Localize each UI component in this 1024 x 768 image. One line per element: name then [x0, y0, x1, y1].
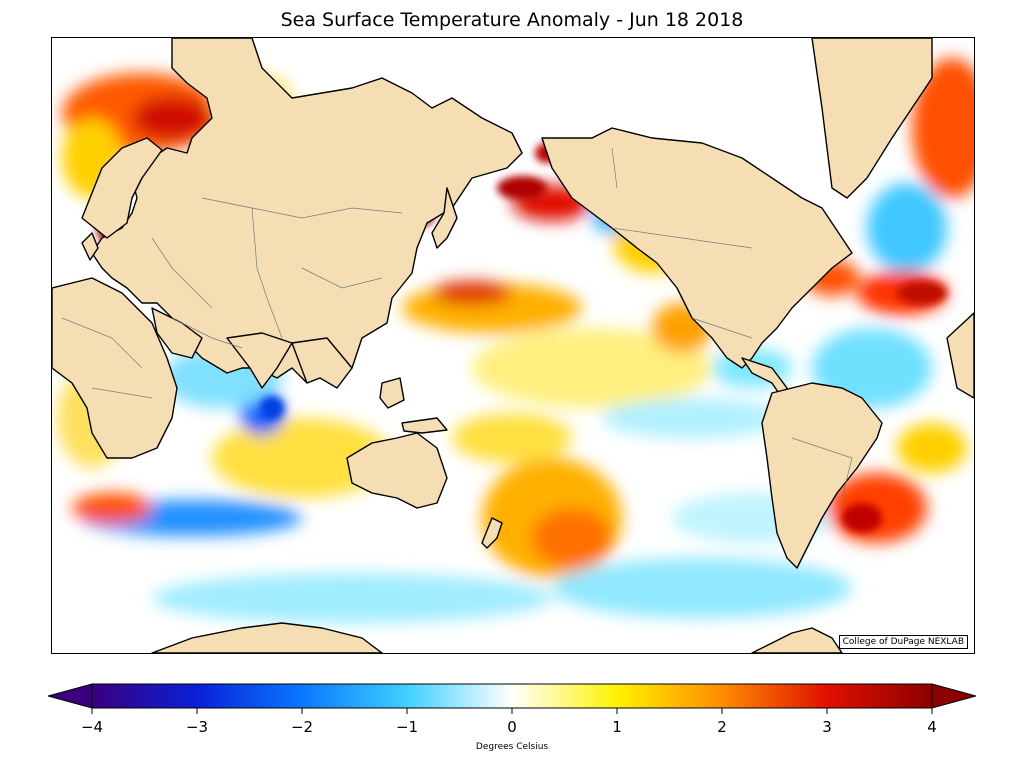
landmasses — [52, 38, 974, 653]
landmass-new-guinea — [401, 417, 448, 434]
landmass-southeast-asia — [291, 337, 353, 389]
colorbar — [48, 683, 976, 714]
colorbar-tick-label: −3 — [185, 718, 209, 736]
landmass-antarctica-2 — [751, 627, 843, 653]
colorbar-tick-label: −4 — [80, 718, 104, 736]
colorbar-extend-low — [48, 683, 93, 709]
landmass-india — [226, 332, 293, 389]
credit-label: College of DuPage NEXLAB — [838, 635, 968, 649]
colorbar-tick-label: 1 — [612, 718, 622, 736]
colorbar-tick-label: 3 — [822, 718, 832, 736]
colorbar-tick-label: 4 — [927, 718, 937, 736]
country-borders — [61, 147, 853, 499]
landmass-africa — [52, 277, 178, 459]
landmass-british-isles — [81, 232, 99, 261]
colorbar-tick-label: 2 — [717, 718, 727, 736]
landmass-antarctica-1 — [151, 622, 383, 653]
landmass-scandinavia — [81, 137, 163, 239]
landmass-australia — [346, 432, 448, 509]
colorbar-title: Degrees Celsius — [475, 742, 549, 752]
landmass-west-africa-edge — [946, 312, 974, 399]
landmass-japan — [431, 187, 458, 249]
landmass-south-america — [761, 382, 883, 569]
landmass-new-zealand — [481, 517, 503, 549]
map-title: Sea Surface Temperature Anomaly - Jun 18… — [280, 9, 744, 31]
colorbar-tick-label: −1 — [395, 718, 419, 736]
landmass-north-america — [541, 127, 853, 369]
anomaly-field — [57, 58, 974, 623]
colorbar-tick-label: −2 — [290, 718, 314, 736]
colorbar-tick-label: 0 — [507, 718, 517, 736]
landmass-borneo — [379, 377, 405, 409]
landmass-greenland — [811, 38, 933, 199]
colorbar-gradient — [91, 683, 933, 709]
sst-anomaly-map: College of DuPage NEXLAB — [51, 37, 975, 654]
colorbar-extend-high — [931, 683, 976, 709]
